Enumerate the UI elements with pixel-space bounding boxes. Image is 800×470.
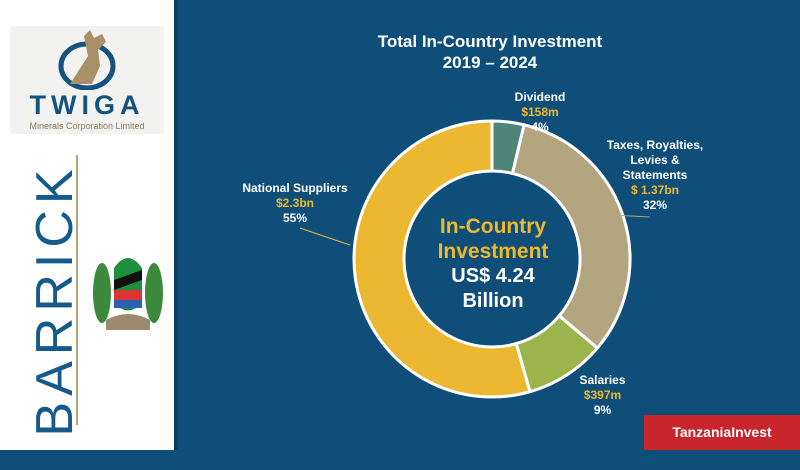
center-label: In-Country Investment US$ 4.24 Billion — [413, 214, 573, 314]
slice-value: $397m — [583, 388, 622, 402]
slice-name: Levies & — [630, 153, 680, 167]
center-line-4: Billion — [462, 290, 524, 312]
center-line-2: Investment — [437, 240, 549, 263]
slice-value: $2.3bn — [275, 196, 314, 210]
slice-name: National Suppliers — [242, 181, 348, 195]
twiga-logo: TWIGA Minerals Corporation Limited — [10, 26, 164, 134]
panel-divider — [174, 0, 178, 450]
tanzania-coat-of-arms-icon — [93, 258, 163, 330]
leader-line-taxes — [611, 214, 651, 218]
slice-name: Statements — [622, 168, 688, 182]
slice-percent: 9% — [593, 403, 612, 417]
slice-percent: 55% — [282, 211, 308, 225]
slice-percent: 32% — [642, 198, 668, 212]
slice-national-suppliers — [352, 119, 532, 399]
slice-value: $ 1.37bn — [630, 183, 680, 197]
donut-chart — [299, 119, 651, 399]
label-dividend: Dividend $158m 4% — [500, 90, 580, 135]
chart-title: Total In-Country Investment 2019 – 2024 — [330, 31, 650, 73]
leader-line-dividend — [526, 132, 531, 139]
label-salaries: Salaries $397m 9% — [565, 373, 640, 418]
twiga-name: TWIGA — [29, 90, 145, 120]
label-national-suppliers: National Suppliers $2.3bn 55% — [225, 181, 365, 226]
slice-name: Dividend — [514, 90, 566, 104]
title-line: Total In-Country Investment — [377, 32, 603, 51]
tanzaniainvest-logo[interactable]: TanzaniaInvest — [644, 415, 800, 450]
slice-name: Taxes, Royalties, — [606, 138, 704, 152]
center-line-1: In-Country — [439, 215, 547, 238]
barrick-rule — [76, 155, 78, 425]
leader-line-suppliers — [299, 227, 351, 246]
slice-percent: 4% — [531, 120, 549, 134]
slice-value: $158m — [521, 105, 559, 119]
giraffe-icon — [58, 30, 116, 91]
label-taxes: Taxes, Royalties, Levies & Statements $ … — [590, 138, 720, 213]
twiga-subtitle: Minerals Corporation Limited — [29, 121, 145, 131]
slice-name: Salaries — [579, 373, 626, 387]
subtitle-line: 2019 – 2024 — [442, 53, 538, 72]
slice-taxes-royalties-levies-statements — [510, 122, 632, 351]
center-total: US$ 4.24 — [451, 265, 535, 287]
